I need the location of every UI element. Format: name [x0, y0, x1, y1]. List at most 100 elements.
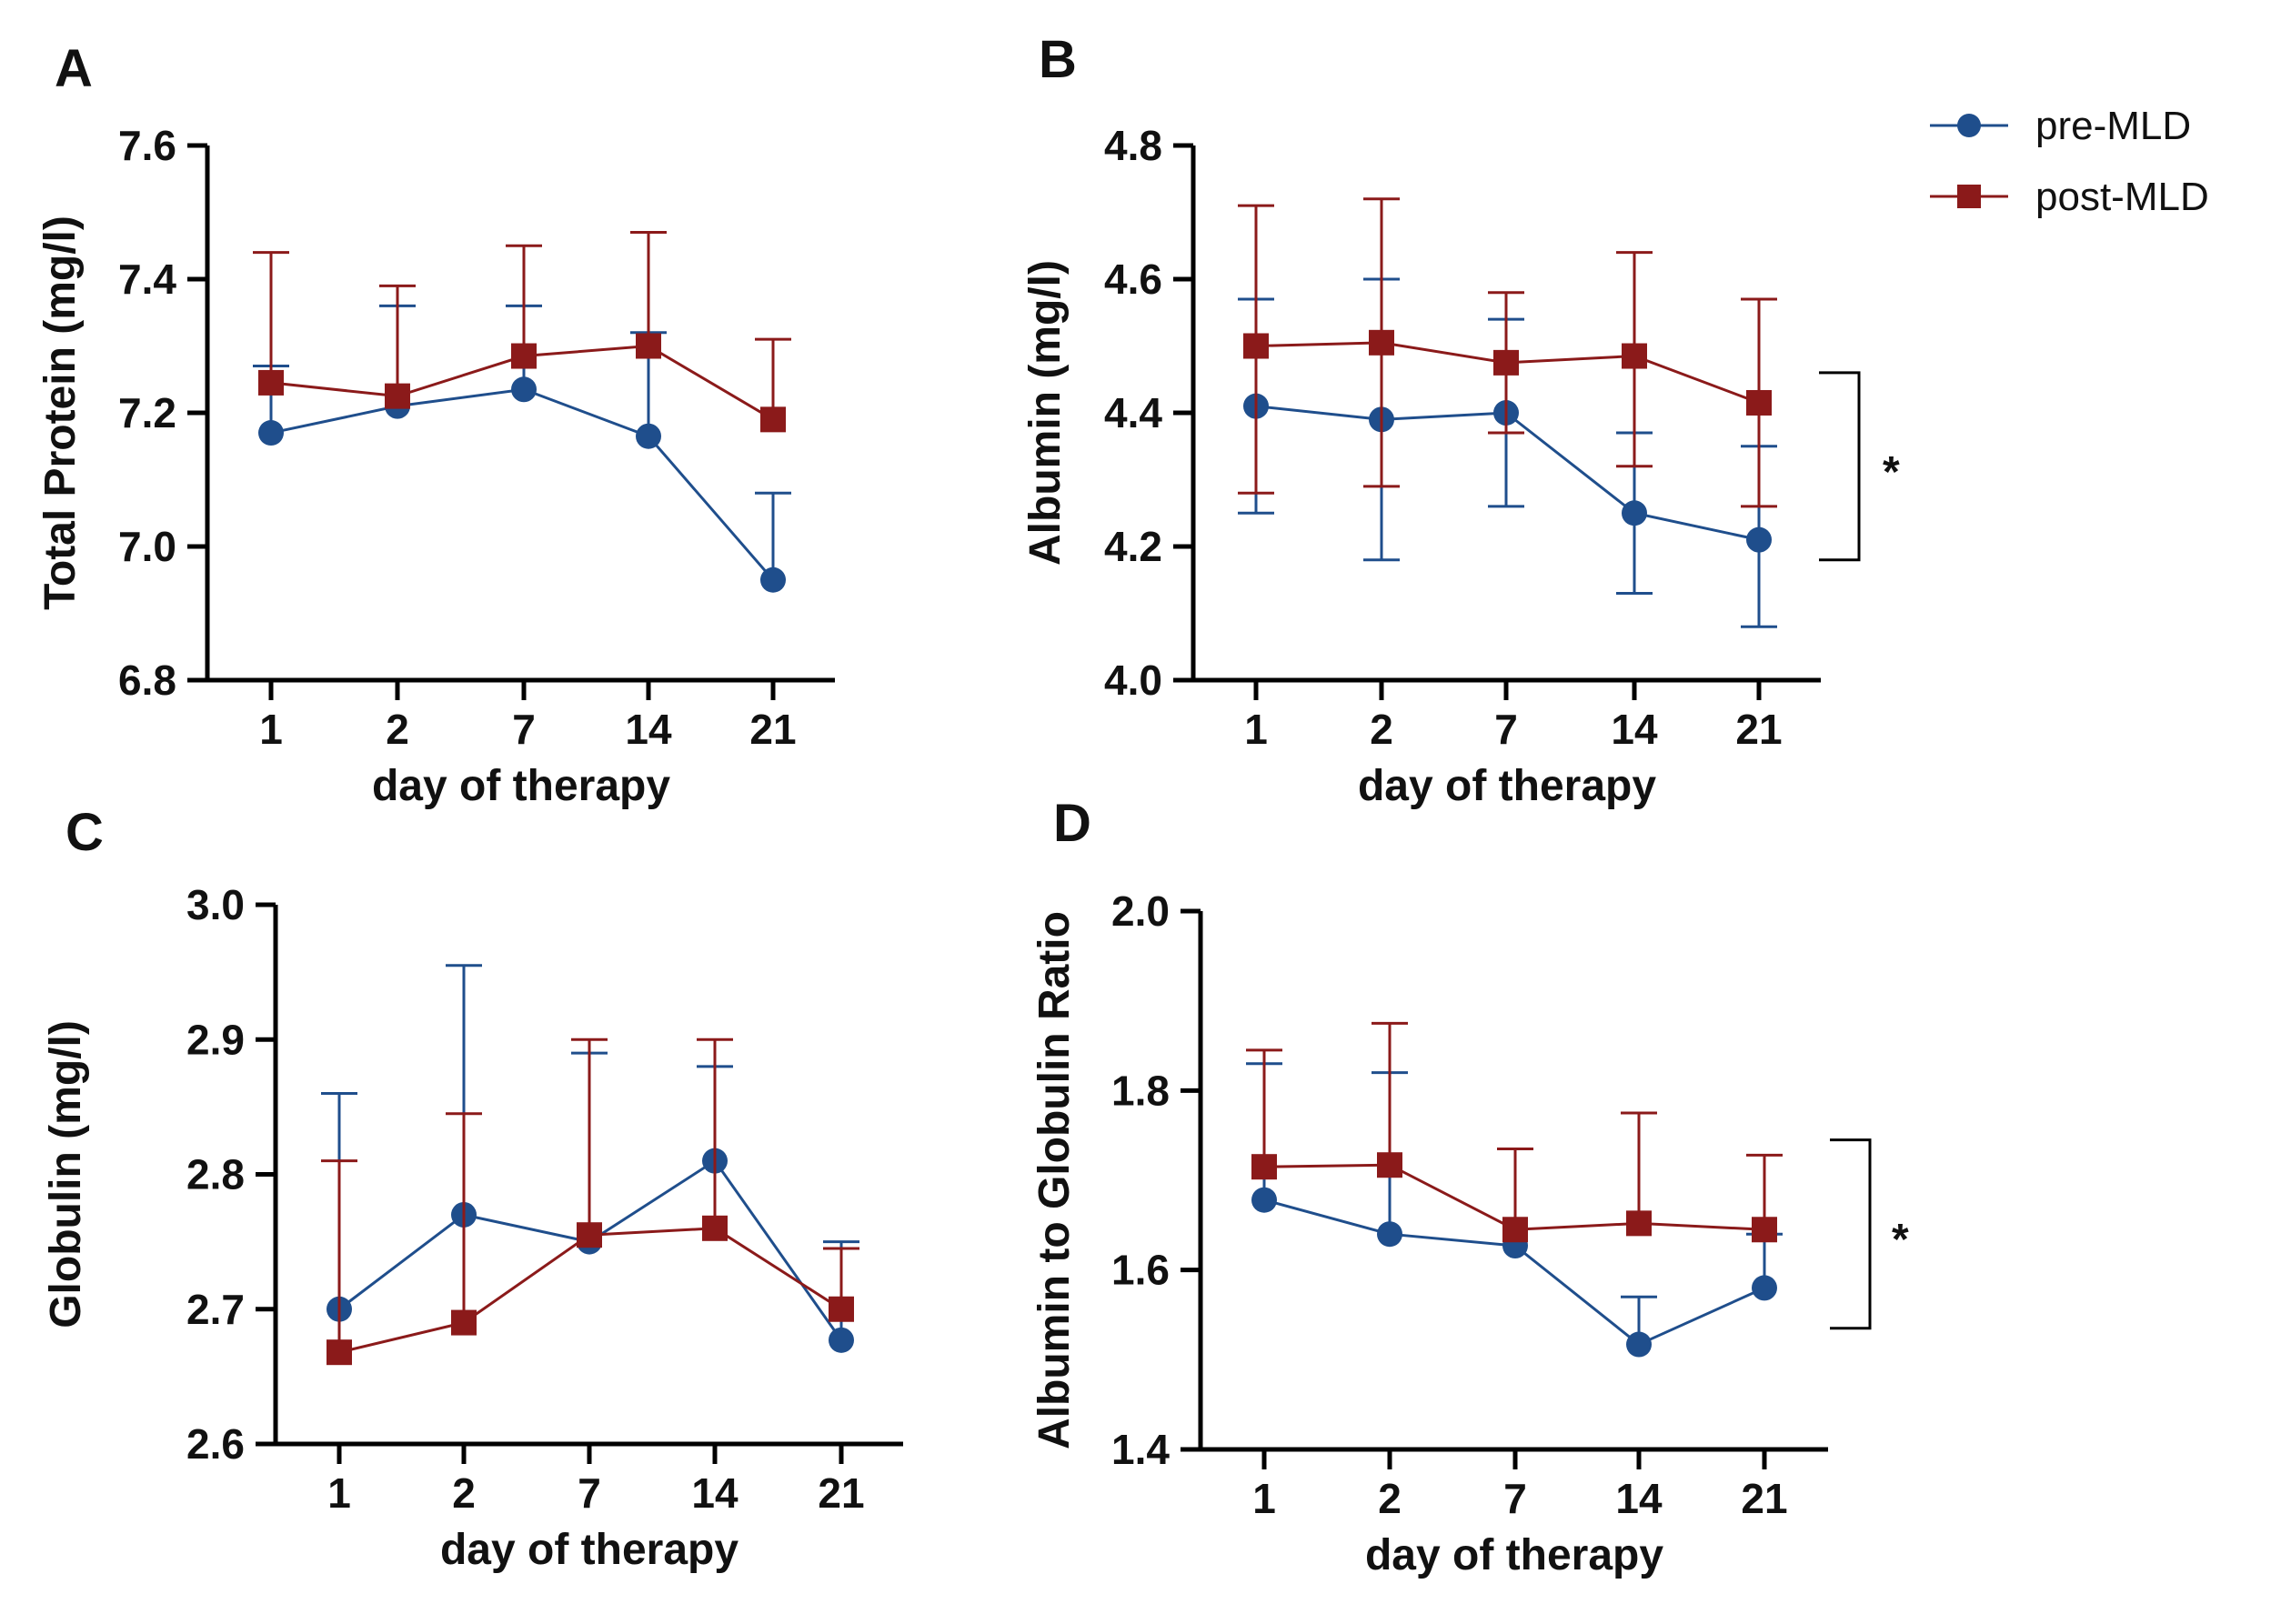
y-tick-label: 1.6 [1111, 1247, 1170, 1294]
x-axis-title: day of therapy [1365, 1531, 1663, 1579]
data-point-post [1377, 1152, 1402, 1178]
x-tick-label: 14 [1611, 706, 1658, 753]
x-tick-label: 1 [1252, 1475, 1276, 1522]
y-tick-label: 7.6 [118, 122, 176, 169]
x-axis-title: day of therapy [372, 762, 670, 810]
x-tick-label: 1 [327, 1469, 351, 1517]
data-point-post [1243, 333, 1269, 359]
data-point-post [1622, 343, 1647, 369]
x-tick-label: 2 [1378, 1475, 1402, 1522]
y-tick-label: 4.4 [1104, 389, 1162, 436]
data-point-post [1752, 1217, 1777, 1243]
data-point-post [702, 1215, 728, 1241]
data-point-pre [511, 376, 537, 403]
x-tick-label: 2 [386, 706, 409, 753]
panel-d: D 1.4 1.6 1.8 2.0 1 2 7 14 21 day of therapy Albumi… [1030, 794, 1909, 1579]
y-tick-label: 1.8 [1111, 1067, 1170, 1114]
data-point-pre [1622, 500, 1647, 526]
y-tick-label: 4.8 [1104, 122, 1162, 169]
data-point-pre [1626, 1331, 1652, 1358]
significance-bracket [1830, 1138, 1872, 1330]
data-point-post [1493, 349, 1519, 376]
y-axis-title: Total Protein (mg/l) [36, 216, 85, 610]
legend-marker-post [1957, 185, 1981, 208]
y-tick-label: 4.0 [1104, 657, 1162, 704]
data-point-post [1369, 329, 1394, 356]
data-point-pre [258, 420, 284, 446]
data-point-post [385, 383, 410, 409]
panel-c: C 2.6 2.7 2.8 2.9 3.0 1 2 7 14 21 day of therapy Glo… [42, 803, 903, 1574]
data-point-post [258, 369, 284, 396]
x-tick-label: 21 [1741, 1475, 1787, 1522]
x-tick-label: 21 [749, 706, 796, 753]
data-point-pre [1746, 526, 1772, 553]
legend-label-post: post-MLD [2035, 175, 2209, 219]
data-point-post [636, 333, 661, 359]
data-point-pre [829, 1327, 854, 1353]
data-point-post [829, 1296, 854, 1322]
x-tick-label: 2 [1370, 706, 1393, 753]
x-tick-label: 2 [452, 1469, 476, 1517]
significance-bracket [1819, 371, 1861, 562]
data-point-post [327, 1339, 352, 1366]
panel-b: B 4.0 4.2 4.4 4.6 4.8 1 2 7 14 21 day of therapy Alb… [1021, 30, 1900, 810]
data-point-post [1502, 1217, 1528, 1243]
data-point-post [451, 1309, 477, 1336]
y-tick-label: 7.4 [118, 256, 176, 303]
y-axis-title: Globulin (mg/l) [42, 1020, 90, 1328]
panel-letter-a: A [55, 39, 93, 98]
y-tick-label: 2.0 [1111, 887, 1170, 935]
y-tick-label: 4.2 [1104, 523, 1162, 570]
data-point-pre [636, 423, 661, 449]
y-tick-label: 4.6 [1104, 256, 1162, 303]
y-tick-label: 7.0 [118, 523, 176, 570]
x-tick-label: 7 [1503, 1475, 1527, 1522]
y-axis-title: Albumin to Globulin Ratio [1030, 911, 1079, 1449]
y-tick-label: 2.8 [186, 1151, 245, 1198]
legend: pre-MLD post-MLD [1930, 104, 2209, 219]
x-tick-label: 21 [818, 1469, 864, 1517]
significance-mark: * [1892, 1216, 1909, 1264]
data-point-pre [1377, 1221, 1402, 1248]
panel-a: A 6.8 7.0 7.2 7.4 7.6 1 2 7 14 21 day of therapy Tot… [36, 39, 835, 810]
x-tick-label: 14 [1615, 1475, 1663, 1522]
x-tick-label: 14 [691, 1469, 739, 1517]
series-line-pre [270, 387, 775, 581]
series-post [1246, 1021, 1783, 1243]
series-post [253, 231, 791, 433]
y-tick-label: 1.4 [1111, 1426, 1170, 1473]
x-tick-label: 1 [1244, 706, 1268, 753]
panel-letter-d: D [1053, 794, 1091, 853]
panel-letter-c: C [65, 803, 104, 862]
y-axis-title: Albumin (mg/l) [1021, 260, 1070, 566]
legend-label-pre: pre-MLD [2035, 104, 2191, 148]
y-tick-label: 2.9 [186, 1016, 245, 1063]
x-axis-title: day of therapy [1358, 762, 1656, 810]
legend-marker-pre [1957, 114, 1981, 137]
data-point-pre [1251, 1187, 1277, 1213]
x-tick-label: 14 [625, 706, 672, 753]
y-tick-label: 6.8 [118, 657, 176, 704]
x-tick-label: 7 [512, 706, 536, 753]
data-point-post [511, 343, 537, 369]
data-point-post [1746, 389, 1772, 416]
x-axis-title: day of therapy [440, 1526, 739, 1574]
x-tick-label: 21 [1735, 706, 1782, 753]
y-tick-label: 7.2 [118, 389, 176, 436]
data-point-post [1251, 1154, 1277, 1180]
panel-letter-b: B [1039, 30, 1077, 89]
data-point-post [577, 1222, 602, 1248]
series-post [1238, 197, 1777, 508]
x-tick-label: 1 [259, 706, 283, 753]
y-tick-label: 2.6 [186, 1420, 245, 1468]
x-tick-label: 7 [578, 1469, 601, 1517]
data-point-pre [1752, 1275, 1777, 1301]
data-point-post [760, 406, 786, 433]
series-post [321, 1038, 859, 1366]
significance-mark: * [1883, 448, 1900, 496]
y-tick-label: 3.0 [186, 881, 245, 928]
data-point-pre [760, 566, 786, 593]
data-point-post [1626, 1210, 1652, 1237]
x-tick-label: 7 [1494, 706, 1518, 753]
